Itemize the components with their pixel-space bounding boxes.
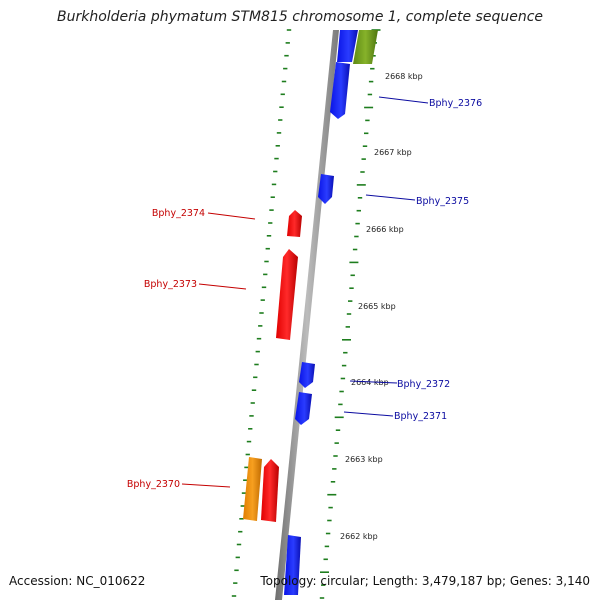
scale-labels: 2668 kbp 2667 kbp 2666 kbp 2665 kbp 2664…	[340, 72, 423, 541]
topology-text: Topology: circular; Length: 3,479,187 bp…	[260, 574, 590, 588]
gene-label-bphy-2374[interactable]: Bphy_2374	[152, 208, 205, 219]
chromosome-backbone	[275, 30, 339, 600]
gene-label-bphy-2373[interactable]: Bphy_2373	[144, 279, 197, 290]
gene-label-bphy-2376[interactable]: Bphy_2376	[429, 98, 482, 109]
scale-label-2667: 2667 kbp	[374, 148, 412, 157]
gene-bphy-2374	[287, 210, 302, 237]
map-title: Burkholderia phymatum STM815 chromosome …	[56, 9, 543, 25]
gene-bphy-2376	[330, 62, 350, 119]
inner-tick-track	[231, 29, 292, 597]
gene-forward-bottom	[284, 535, 301, 595]
gene-label-bphy-2370[interactable]: Bphy_2370	[127, 479, 180, 490]
scale-label-2666: 2666 kbp	[366, 225, 404, 234]
scale-label-2664: 2664 kbp	[351, 378, 389, 387]
gene-label-bphy-2371[interactable]: Bphy_2371	[394, 411, 447, 422]
scale-label-2665: 2665 kbp	[358, 302, 396, 311]
gene-bphy-2370	[261, 459, 279, 522]
gene-bphy-2372	[299, 362, 315, 388]
gene-orange	[243, 457, 262, 521]
gene-leader-lines	[181, 96, 429, 488]
scale-label-2668: 2668 kbp	[385, 72, 423, 81]
scale-label-2662: 2662 kbp	[340, 532, 378, 541]
scale-label-2663: 2663 kbp	[345, 455, 383, 464]
accession-text: Accession: NC_010622	[9, 574, 146, 588]
gene-olive-top	[353, 30, 378, 64]
gene-labels: Bphy_2376 Bphy_2375 Bphy_2372 Bphy_2371 …	[127, 98, 482, 490]
gene-forward-top	[337, 30, 358, 62]
gene-bphy-2375	[318, 174, 334, 204]
gene-bphy-2373	[276, 249, 298, 340]
gene-bphy-2371	[295, 392, 312, 425]
gene-label-bphy-2372[interactable]: Bphy_2372	[397, 379, 450, 390]
gene-label-bphy-2375[interactable]: Bphy_2375	[416, 196, 469, 207]
